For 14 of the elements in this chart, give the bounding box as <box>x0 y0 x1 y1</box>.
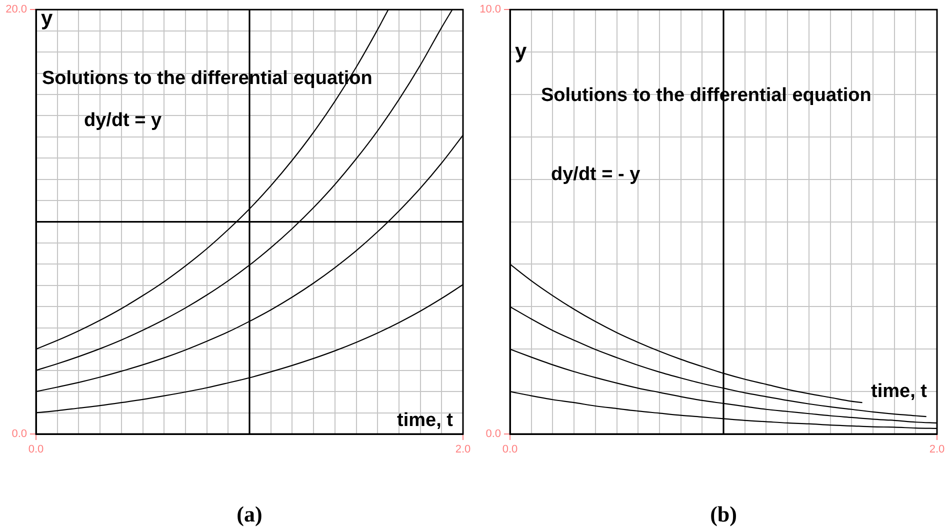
text: (a) <box>236 502 262 527</box>
y-axis-title: y <box>515 40 527 63</box>
x-axis-title: time, t <box>871 381 928 402</box>
y-tick-label: 10.0 <box>480 4 501 16</box>
text: (b) <box>710 502 737 527</box>
x-tick-label: 2.0 <box>929 444 945 456</box>
x-tick-label: 2.0 <box>455 444 471 456</box>
x-tick-label: 0.0 <box>28 444 44 456</box>
y-tick-label: 20.0 <box>6 4 27 16</box>
text: dy/dt = y <box>84 110 162 132</box>
y-axis-title: y <box>41 6 53 30</box>
text: dy/dt = - y <box>551 164 641 186</box>
x-axis-title: time, t <box>397 410 454 432</box>
x-tick-label: 0.0 <box>502 444 518 456</box>
